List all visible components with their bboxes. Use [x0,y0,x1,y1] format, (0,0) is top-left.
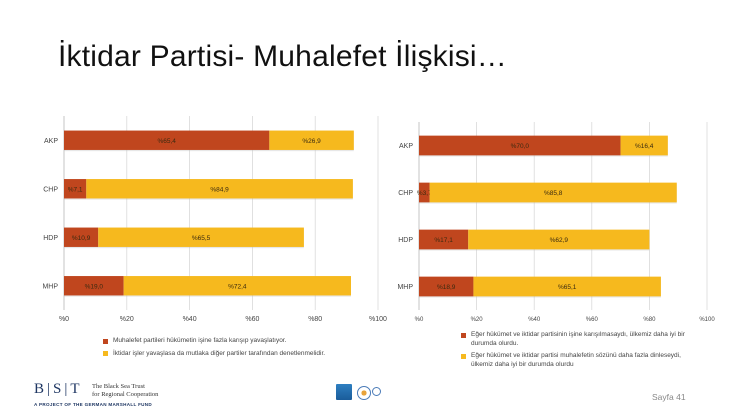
right-category-label: CHP [398,190,413,197]
left-x-tick-label: %20 [120,316,134,323]
left-x-tick-label: %0 [59,316,69,323]
legend-left: Muhalefet partileri hükümetin işine fazl… [103,337,373,362]
legend-item-left-series2: İktidar işler yavaşlasa da mutlaka diğer… [103,350,373,359]
right-bar-hdp-s2 [468,229,650,250]
right-x-tick-label: %40 [528,317,541,323]
bst-org-line1: The Black Sea Trust [92,383,145,390]
right-data-label: %65,1 [558,284,577,291]
legend-label: İktidar işler yavaşlasa da mutlaka diğer… [113,349,326,357]
right-data-label: %16,4 [635,143,654,150]
bst-letters: B|S|T [34,381,83,397]
left-category-label: CHP [43,186,58,193]
bst-logo: B|S|T The Black Sea Trust for Regional C… [34,381,214,411]
bst-org-line2: for Regional Cooperation [92,391,159,398]
left-x-tick-label: %60 [245,316,259,323]
left-category-label: HDP [43,235,58,242]
legend-swatch [103,351,108,356]
left-bar-chp-s2 [86,179,353,199]
left-x-tick-label: %80 [308,316,322,323]
right-x-tick-label: %60 [586,317,599,323]
legend-label: Eğer hükümet ve iktidar partisi muhalefe… [471,352,681,368]
right-x-tick-label: %100 [699,317,715,323]
partner-seal-icon [357,386,371,400]
partner-badge-icon [372,387,381,396]
left-category-label: MHP [42,283,58,290]
right-bar-mhp-s1 [419,276,474,297]
partner-logo-icon [336,384,352,400]
right-category-label: HDP [398,237,413,244]
legend-swatch [103,338,108,344]
bst-org-name: The Black Sea Trust for Regional Coopera… [92,383,158,399]
left-data-label: %65,4 [157,138,176,145]
right-data-label: %17,1 [434,237,453,244]
right-data-label: %85,8 [544,190,563,197]
right-data-label: %18,9 [437,284,456,291]
right-category-label: MHP [397,284,413,291]
legend-swatch [461,353,466,359]
left-bar-chp-s1 [64,179,87,199]
left-bar-akp-s2 [269,130,354,150]
right-x-tick-label: %80 [643,317,656,323]
legend-label: Eğer hükümet ve iktidar partisinin işine… [471,331,685,347]
legend-label: Muhalefet partileri hükümetin işine fazl… [113,337,287,344]
legend-right: Eğer hükümet ve iktidar partisinin işine… [461,331,701,373]
left-data-label: %65,5 [192,235,211,242]
legend-swatch [461,332,466,338]
right-data-label: %62,9 [550,237,569,244]
bar-chart-right: %0 %20 %40 %60 %80 %100 AKP %70,0 %16,4 CHP %3,7 %8… [397,122,715,323]
right-x-tick-label: %20 [471,317,484,323]
left-data-label: %10,9 [72,235,91,242]
left-data-label: %26,9 [302,138,321,145]
left-category-label: AKP [44,138,58,145]
left-data-label: %19,0 [85,283,104,290]
left-bar-mhp-s2 [123,276,351,296]
left-data-label: %72,4 [228,283,247,290]
right-bar-hdp-s1 [419,229,469,250]
legend-item-right-series2: Eğer hükümet ve iktidar partisi muhalefe… [461,352,701,369]
left-x-tick-label: %40 [183,316,197,323]
slide-title: İktidar Partisi- Muhalefet İlişkisi… [58,40,507,73]
right-category-label: AKP [399,143,413,150]
right-data-label: %3,7 [417,190,432,197]
left-bar-hdp-s1 [64,227,99,247]
legend-item-right-series1: Eğer hükümet ve iktidar partisinin işine… [461,331,701,348]
right-data-label: %70,0 [511,143,530,150]
right-bar-akp-s2 [620,135,668,156]
left-bar-mhp-s1 [64,276,124,296]
right-bar-chp-s1 [419,182,430,203]
right-bar-mhp-s2 [473,276,661,297]
left-data-label: %84,9 [210,186,229,193]
left-bar-akp-s1 [64,130,270,150]
right-x-tick-label: %0 [415,317,424,323]
bst-subtitle: A PROJECT OF THE GERMAN MARSHALL FUND [34,402,153,407]
page-number: Sayfa 41 [652,392,686,402]
left-bar-hdp-s2 [98,227,304,247]
left-data-label: %7,1 [68,186,83,193]
legend-item-left-series1: Muhalefet partileri hükümetin işine fazl… [103,337,373,346]
bar-chart-left: %0 %20 %40 %60 %80 %100 AKP %65,4 %26,9 CHP %7,1 %8… [42,116,387,323]
left-x-tick-label: %100 [369,316,387,323]
right-bar-akp-s1 [419,135,621,156]
right-bar-chp-s2 [429,182,677,203]
